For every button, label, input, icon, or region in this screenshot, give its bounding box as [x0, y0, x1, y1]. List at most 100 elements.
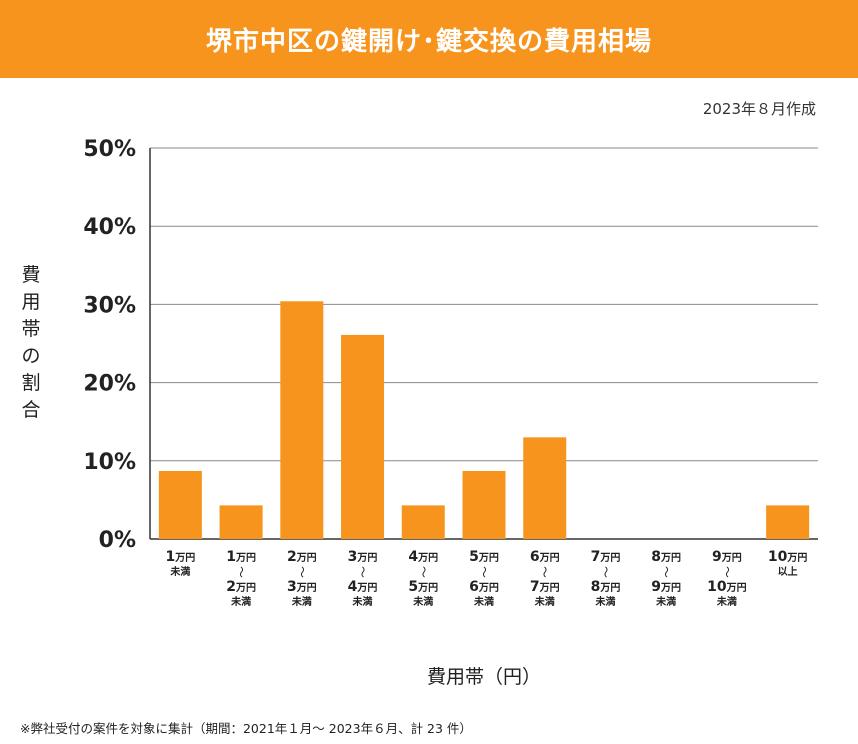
category-number: 6	[530, 549, 540, 565]
category-number: 10	[707, 579, 727, 595]
category-label: 10万円	[768, 549, 807, 565]
category-unit: 万円	[356, 582, 377, 594]
category-range-sep: ～	[659, 566, 673, 578]
category-unit: 万円	[296, 552, 317, 564]
category-label: 1万円	[226, 549, 256, 565]
category-number: 10	[768, 549, 788, 565]
y-axis-label: 費用帯の割合	[14, 262, 48, 424]
category-range-sep: ～	[356, 566, 370, 578]
category-number: 5	[408, 579, 418, 595]
category-range-sep: ～	[477, 566, 491, 578]
category-number: 2	[287, 549, 297, 565]
category-unit: 万円	[417, 582, 438, 594]
category-label: 6万円	[469, 579, 499, 595]
category-number: 1	[226, 549, 236, 565]
category-label: 4万円	[348, 579, 378, 595]
bar	[523, 437, 567, 539]
category-unit: 万円	[539, 552, 560, 564]
date-note: 2023年８月作成	[702, 100, 816, 118]
bar	[766, 505, 810, 539]
category-unit: 万円	[660, 582, 681, 594]
category-number: 2	[226, 579, 236, 595]
category-label: 7万円	[591, 549, 621, 565]
category-unit: 万円	[786, 552, 807, 564]
category-number: 8	[651, 549, 661, 565]
category-number: 3	[348, 549, 358, 565]
bar	[341, 334, 385, 539]
category-number: 4	[408, 549, 418, 565]
y-tick-label: 20%	[83, 372, 136, 397]
category-suffix: 未満	[594, 595, 615, 608]
category-number: 1	[165, 549, 175, 565]
category-label: 9万円	[712, 549, 742, 565]
category-label: 6万円	[530, 549, 560, 565]
x-axis-label: 費用帯（円）	[426, 666, 541, 688]
category-suffix: 未満	[412, 595, 433, 608]
category-unit: 万円	[539, 582, 560, 594]
category-unit: 万円	[726, 582, 747, 594]
category-unit: 万円	[478, 582, 499, 594]
category-unit: 万円	[478, 552, 499, 564]
category-range-sep: ～	[416, 566, 430, 578]
y-axis-label-char: 合	[21, 399, 41, 421]
bar	[462, 470, 506, 539]
header-banner: 堺市中区の鍵開け･鍵交換の費用相場	[0, 0, 858, 78]
category-range-sep: ～	[538, 566, 552, 578]
y-axis-label-char: 費	[21, 264, 41, 286]
category-label: 3万円	[287, 579, 317, 595]
category-unit: 万円	[356, 552, 377, 564]
category-label: 10万円	[707, 579, 746, 595]
category-suffix: 未満	[169, 565, 190, 578]
category-suffix: 未満	[655, 595, 676, 608]
category-number: 5	[469, 549, 479, 565]
y-tick-label: 0%	[99, 528, 136, 553]
category-suffix: 未満	[534, 595, 555, 608]
category-suffix: 未満	[716, 595, 737, 608]
y-tick-label: 40%	[83, 215, 136, 240]
y-axis-label-char: 帯	[21, 318, 41, 340]
category-unit: 万円	[599, 552, 620, 564]
category-unit: 万円	[660, 552, 681, 564]
y-tick-label: 50%	[83, 137, 136, 162]
category-number: 8	[591, 579, 601, 595]
category-suffix: 未満	[291, 595, 312, 608]
category-range-sep: ～	[720, 566, 734, 578]
category-label: 1万円	[165, 549, 195, 565]
category-number: 9	[712, 549, 722, 565]
footnote: ※弊社受付の案件を対象に集計（期間：2021年１月～ 2023年６月、計 23 …	[20, 721, 472, 736]
category-suffix: 未満	[473, 595, 494, 608]
category-suffix: 以上	[778, 565, 798, 578]
category-suffix: 未満	[352, 595, 373, 608]
category-label: 8万円	[591, 579, 621, 595]
category-label: 5万円	[469, 549, 499, 565]
y-axis-label-char: の	[21, 345, 41, 367]
category-unit: 万円	[296, 582, 317, 594]
category-number: 4	[348, 579, 358, 595]
category-label: 3万円	[348, 549, 378, 565]
bar	[401, 505, 445, 539]
category-label: 4万円	[408, 549, 438, 565]
category-unit: 万円	[721, 552, 742, 564]
bar	[280, 301, 324, 539]
category-label: 8万円	[651, 549, 681, 565]
category-unit: 万円	[235, 552, 256, 564]
category-range-sep: ～	[234, 566, 248, 578]
category-label: 7万円	[530, 579, 560, 595]
category-range-sep: ～	[295, 566, 309, 578]
page-title: 堺市中区の鍵開け･鍵交換の費用相場	[205, 26, 652, 57]
category-number: 9	[651, 579, 661, 595]
bar	[219, 505, 263, 539]
category-suffix: 未満	[230, 595, 251, 608]
category-label: 2万円	[287, 549, 317, 565]
category-label: 9万円	[651, 579, 681, 595]
bar	[158, 470, 202, 539]
category-number: 3	[287, 579, 297, 595]
y-axis-label-char: 割	[21, 372, 41, 394]
category-number: 6	[469, 579, 479, 595]
category-unit: 万円	[417, 552, 438, 564]
category-label: 5万円	[408, 579, 438, 595]
y-tick-label: 30%	[83, 293, 136, 318]
category-range-sep: ～	[598, 566, 612, 578]
category-number: 7	[530, 579, 540, 595]
